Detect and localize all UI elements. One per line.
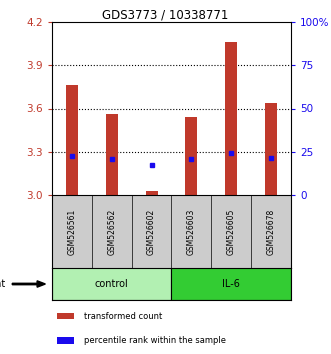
Bar <box>225 42 237 195</box>
Text: IL-6: IL-6 <box>222 279 240 289</box>
Text: GSM526562: GSM526562 <box>107 209 116 255</box>
Text: agent: agent <box>0 279 6 289</box>
Bar <box>106 114 118 195</box>
Text: percentile rank within the sample: percentile rank within the sample <box>83 336 225 345</box>
Bar <box>146 191 158 195</box>
Text: GSM526605: GSM526605 <box>227 208 236 255</box>
Bar <box>171 268 291 300</box>
Bar <box>66 85 78 195</box>
Bar <box>57 313 74 319</box>
Bar <box>265 103 277 195</box>
Text: GSM526561: GSM526561 <box>68 209 76 255</box>
Text: GDS3773 / 10338771: GDS3773 / 10338771 <box>102 8 229 21</box>
Bar <box>185 117 197 195</box>
Text: GSM526678: GSM526678 <box>266 209 276 255</box>
Text: transformed count: transformed count <box>83 312 162 321</box>
Bar <box>57 337 74 344</box>
Bar <box>52 268 171 300</box>
Text: GSM526602: GSM526602 <box>147 209 156 255</box>
Text: GSM526603: GSM526603 <box>187 208 196 255</box>
Text: control: control <box>95 279 129 289</box>
